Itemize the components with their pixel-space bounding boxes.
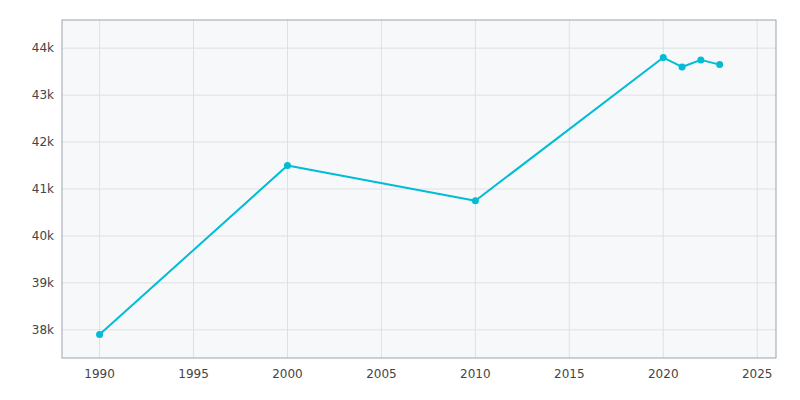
x-tick-label: 2005 <box>366 367 397 381</box>
data-layer <box>96 54 723 338</box>
y-tick-label: 39k <box>32 276 54 290</box>
y-tick-label: 42k <box>32 135 54 149</box>
x-tick-label: 1990 <box>84 367 115 381</box>
y-tick-label: 40k <box>32 229 54 243</box>
point-marker <box>284 162 291 169</box>
y-tick-label: 41k <box>32 182 54 196</box>
chart-container: 1990 1995 2000 2005 2010 2015 2020 2025 38k 39k 40… <box>0 0 800 400</box>
point-marker <box>660 54 667 61</box>
y-grid-line <box>62 329 776 330</box>
x-tick-label: 2010 <box>460 367 491 381</box>
x-tick-label: 1995 <box>178 367 209 381</box>
grid <box>62 20 776 358</box>
y-tick-label: 43k <box>32 88 54 102</box>
point-marker <box>716 61 723 68</box>
y-grid-line <box>62 95 776 96</box>
y-grid-line <box>62 48 776 49</box>
y-tick-label: 38k <box>32 323 54 337</box>
y-axis: 38k 39k 40k 41k 42k 43k 44k <box>32 41 54 337</box>
point-marker <box>679 63 686 70</box>
x-tick-label: 2025 <box>742 367 773 381</box>
point-marker <box>697 56 704 63</box>
y-tick-label: 44k <box>32 41 54 55</box>
y-grid-line <box>62 142 776 143</box>
x-tick-label: 2015 <box>554 367 585 381</box>
x-tick-label: 2020 <box>648 367 679 381</box>
point-marker <box>472 197 479 204</box>
y-grid-line <box>62 235 776 236</box>
y-grid-line <box>62 282 776 283</box>
x-axis: 1990 1995 2000 2005 2010 2015 2020 2025 <box>84 367 772 381</box>
point-marker <box>96 331 103 338</box>
plot-frame <box>62 20 776 358</box>
plot-background <box>62 20 776 358</box>
line <box>100 58 720 335</box>
chart: 1990 1995 2000 2005 2010 2015 2020 2025 38k 39k 40… <box>0 0 800 400</box>
x-tick-label: 2000 <box>272 367 303 381</box>
